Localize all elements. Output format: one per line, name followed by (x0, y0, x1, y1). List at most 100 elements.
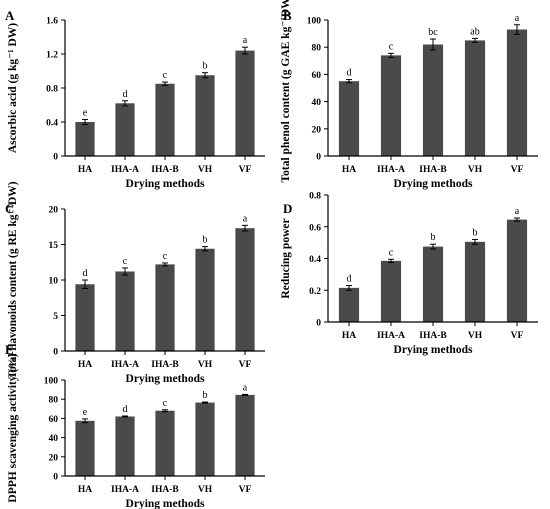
error-bar (122, 100, 128, 107)
bar (115, 416, 135, 476)
bar (235, 228, 255, 351)
y-tick-label: 100 (307, 17, 322, 27)
significance-letter: a (515, 13, 520, 24)
error-bar (514, 217, 520, 222)
bar (195, 75, 215, 156)
x-tick-label: HA (78, 165, 92, 175)
y-axis-title: Ascorbic acid (g kg⁻¹ DW) (7, 23, 19, 153)
bar (75, 420, 95, 476)
significance-letter: b (431, 232, 436, 243)
y-tick-label: 0.8 (46, 85, 58, 95)
y-tick-label: 20 (312, 125, 322, 135)
x-tick-label: VH (468, 331, 483, 341)
error-bar (430, 38, 436, 51)
significance-letter: a (243, 213, 248, 224)
significance-letter: c (163, 398, 168, 409)
y-tick-label: 5 (53, 312, 58, 322)
x-tick-label: HA (342, 165, 356, 175)
y-tick-label: 0 (53, 473, 58, 483)
y-tick-label: 80 (49, 396, 59, 406)
bar (75, 284, 95, 351)
error-bar (346, 79, 352, 84)
bar (506, 219, 528, 322)
y-tick-label: 0 (316, 319, 321, 329)
panel-letter: A (5, 8, 15, 23)
significance-letter: a (243, 382, 248, 393)
y-tick-label: 15 (49, 241, 59, 251)
x-tick-label: IHA-A (377, 331, 405, 341)
chart-panel-c: Cd HA c IHA-A c IHA-B b VH a VF 0 5 10 15 20 Drying met… (5, 181, 265, 385)
y-tick-label: 0.6 (309, 223, 321, 233)
bar (380, 260, 402, 322)
y-tick-label: 60 (312, 71, 322, 81)
x-axis-title: Drying methods (126, 178, 205, 190)
y-tick-label: 20 (49, 206, 59, 216)
x-axis-title: Drying methods (126, 373, 205, 385)
x-tick-label: IHA-A (111, 485, 139, 495)
significance-letter: c (163, 70, 168, 81)
x-tick-label: VH (198, 360, 213, 370)
bar (380, 55, 402, 156)
bar (235, 394, 255, 476)
error-bar (242, 224, 248, 232)
x-tick-label: IHA-B (419, 331, 447, 341)
y-axis-title: Total phenol content (g GAE kg⁻¹DW) (280, 0, 292, 182)
bar (422, 246, 444, 322)
x-tick-label: IHA-A (111, 165, 139, 175)
bar (155, 264, 175, 351)
y-tick-label: 0 (316, 153, 321, 163)
bar (195, 402, 215, 476)
x-tick-label: VH (468, 165, 483, 175)
y-tick-label: 10 (49, 277, 59, 287)
y-tick-label: 0.2 (309, 287, 321, 297)
chart-panel-a: Ae HA d IHA-A c IHA-B b VH a VF 0 0.4 0.8 1.2 1.6 Dryin… (5, 8, 265, 190)
significance-letter: b (473, 227, 478, 238)
error-bar (514, 24, 520, 35)
bar (155, 410, 175, 476)
error-bar (82, 118, 88, 126)
bar (195, 248, 215, 351)
error-bar (388, 258, 394, 263)
significance-letter: e (83, 107, 88, 118)
significance-letter: a (515, 206, 520, 217)
error-bar (82, 279, 88, 290)
error-bar (202, 401, 208, 404)
y-tick-label: 40 (312, 98, 322, 108)
error-bar (242, 46, 248, 55)
error-bar (162, 81, 168, 86)
y-axis-title: Total flavonoids content (g RE kg⁻¹DW) (7, 181, 19, 378)
bar (464, 40, 486, 156)
bar (338, 81, 360, 156)
significance-letter: b (203, 390, 208, 401)
panel-letter: D (283, 201, 292, 216)
bar (338, 287, 360, 322)
significance-letter: d (123, 404, 128, 415)
bar (155, 83, 175, 156)
y-tick-label: 1.6 (46, 17, 58, 27)
x-tick-label: IHA-B (419, 165, 447, 175)
panel-letter: C (5, 201, 14, 216)
significance-letter: b (203, 235, 208, 246)
y-tick-label: 0.8 (309, 192, 321, 202)
significance-letter: c (389, 247, 394, 258)
x-tick-label: VF (511, 165, 524, 175)
y-tick-label: 0.4 (309, 255, 321, 265)
error-bar (122, 267, 128, 276)
chart-panel-d: Dd HA c IHA-A b IHA-B b VH a VF 0 0.2 0.4 0.6 0.8 Dryin… (280, 192, 538, 356)
y-axis-title: DPPH scavenging activity (%) (7, 353, 19, 502)
significance-letter: d (83, 268, 88, 279)
significance-letter: c (389, 41, 394, 52)
error-bar (82, 418, 88, 424)
bar (75, 122, 95, 156)
x-tick-label: IHA-B (151, 165, 179, 175)
error-bar (202, 246, 208, 252)
bar (115, 271, 135, 351)
x-tick-label: VF (239, 165, 252, 175)
error-bar (162, 262, 168, 267)
bar (506, 29, 528, 156)
y-tick-label: 0 (53, 348, 58, 358)
error-bar (162, 409, 168, 413)
significance-letter: b (203, 61, 208, 72)
significance-letter: d (347, 68, 352, 79)
